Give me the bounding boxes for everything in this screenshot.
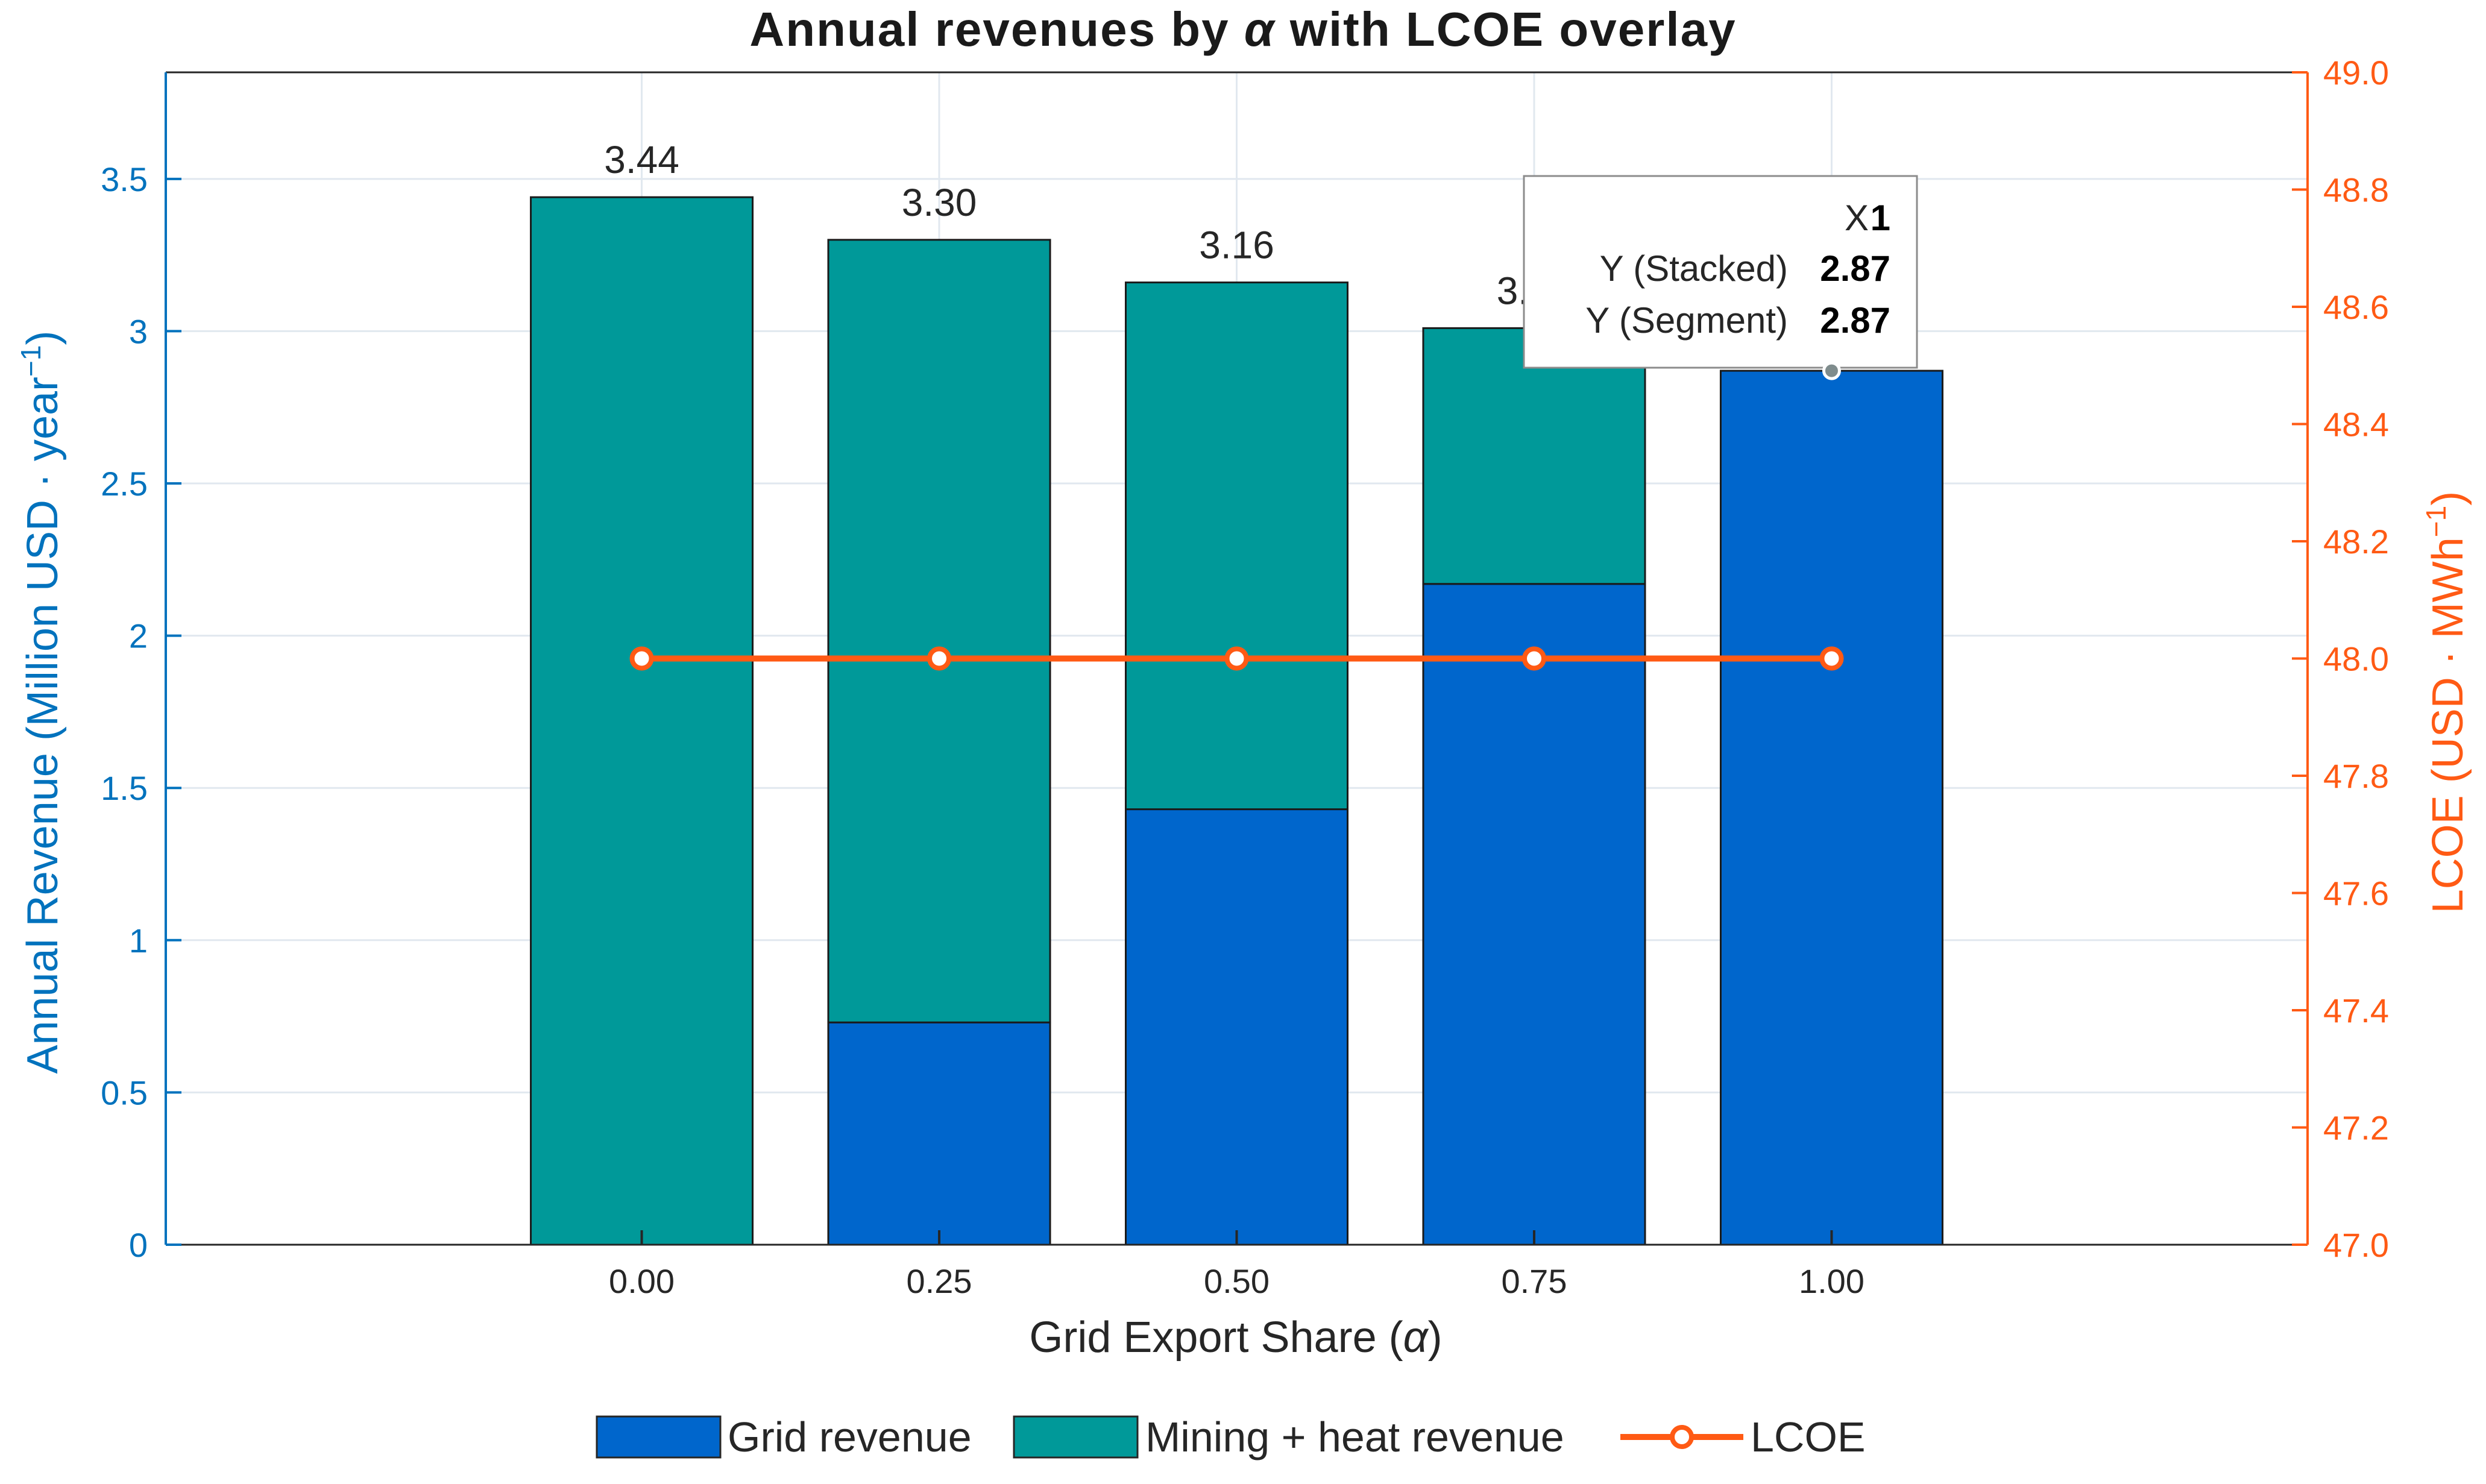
lcoe-point (1521, 646, 1546, 671)
chart-title: Annual revenues by α with LCOE overlay (749, 2, 1736, 56)
y-tick-label-left: 0.5 (101, 1074, 148, 1111)
datatip-y-segment-value: 2.87 (1820, 300, 1890, 341)
y-tick-label-left: 3 (129, 312, 148, 350)
bar-total-label: 3.44 (604, 138, 679, 181)
lcoe-point (1819, 646, 1844, 671)
x-tick-label: 1.00 (1799, 1262, 1864, 1300)
legend-label-mining-heat-revenue: Mining + heat revenue (1145, 1413, 1564, 1460)
y-tick-label-right: 48.8 (2323, 171, 2389, 209)
datatip-y-stacked-value: 2.87 (1820, 248, 1890, 289)
legend-swatch-grid-revenue (596, 1415, 722, 1459)
y-axis-label-right: LCOE (USD · MWh−1) (2420, 491, 2472, 913)
legend: Grid revenue Mining + heat revenue LCOE (596, 1413, 1866, 1460)
x-tick-label: 0.50 (1204, 1262, 1270, 1300)
datatip-x-value: 1 (1871, 198, 1890, 238)
datatip: X 1 Y (Stacked) 2.87 Y (Segment) 2.87 (1523, 175, 1918, 369)
bar-total-label: 3.30 (902, 181, 977, 224)
bar-total-label: 3.16 (1199, 224, 1274, 267)
x-tick-label: 0.75 (1501, 1262, 1567, 1300)
y-tick-label-right: 49.0 (2323, 54, 2389, 92)
datatip-x-label: X (1845, 198, 1869, 238)
bar-mining-heat-revenue (530, 196, 754, 1246)
lcoe-point (1224, 646, 1249, 671)
bars (530, 196, 1943, 1246)
y-tick-label-right: 48.0 (2323, 640, 2389, 678)
y-tick-label-left: 2.5 (101, 465, 148, 503)
legend-label-lcoe: LCOE (1751, 1413, 1866, 1460)
bar-mining-heat-revenue (1422, 327, 1646, 585)
y-tick-label-right: 47.2 (2323, 1109, 2389, 1147)
bar-grid-revenue (1125, 808, 1348, 1246)
datatip-box (1523, 175, 1918, 369)
datatip-y-segment-label: Y (Segment) (1585, 300, 1788, 341)
bar-grid-revenue (1719, 369, 1943, 1246)
y-tick-label-left: 1.5 (101, 769, 148, 807)
legend-marker-lcoe (1670, 1425, 1694, 1449)
axes: 0 0.5 1 1.5 2 2.5 3 3.5 47.0 47.2 47.4 47.6 47.8 48.0… (101, 54, 2389, 1300)
y-tick-label-right: 48.6 (2323, 288, 2389, 326)
y-tick-label-left: 3.5 (101, 160, 148, 198)
y-axis-label-left: Annual Revenue (Million USD · year−1) (15, 331, 67, 1074)
y-tick-label-right: 48.2 (2323, 523, 2389, 561)
x-tick-label: 0.25 (907, 1262, 972, 1300)
y-tick-label-left: 0 (129, 1226, 148, 1264)
y-tick-label-right: 47.8 (2323, 757, 2389, 795)
bar-grid-revenue (1422, 583, 1646, 1246)
legend-swatch-mining-heat-revenue (1013, 1415, 1139, 1459)
bar-mining-heat-revenue (827, 239, 1051, 1023)
y-tick-label-right: 47.4 (2323, 992, 2389, 1030)
bar-mining-heat-revenue (1125, 281, 1348, 811)
x-tick-label: 0.00 (609, 1262, 675, 1300)
y-tick-label-right: 48.4 (2323, 406, 2389, 444)
legend-label-grid-revenue: Grid revenue (728, 1413, 972, 1460)
lcoe-line-series (629, 646, 1844, 671)
y-tick-label-right: 47.6 (2323, 875, 2389, 913)
datatip-y-stacked-label: Y (Stacked) (1600, 248, 1788, 289)
x-axis-label: Grid Export Share (α) (1029, 1313, 1442, 1362)
lcoe-point (927, 646, 952, 671)
datatip-marker (1822, 361, 1841, 380)
y-tick-label-left: 1 (129, 922, 148, 960)
y-tick-label-right: 47.0 (2323, 1226, 2389, 1264)
y-tick-label-left: 2 (129, 617, 148, 655)
bar-grid-revenue (827, 1021, 1051, 1246)
lcoe-point (629, 646, 654, 671)
